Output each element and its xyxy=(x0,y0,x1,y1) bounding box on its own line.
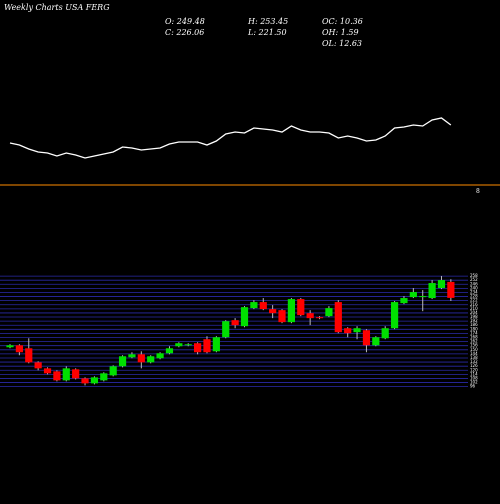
candle-body xyxy=(15,345,23,353)
candle-body xyxy=(334,302,342,333)
candle-body xyxy=(297,299,305,316)
y-tick-label: 174 xyxy=(470,330,478,335)
stat: H: 253.45 xyxy=(247,17,288,26)
candle-body xyxy=(222,321,230,338)
candle-body xyxy=(72,369,80,379)
y-tick-label: 138 xyxy=(470,355,478,360)
candle-body xyxy=(137,354,145,363)
chart-title: Weekly Charts USA FERG xyxy=(4,3,110,12)
stat: C: 226.06 xyxy=(165,28,204,37)
candle-body xyxy=(381,328,389,339)
stat: L: 221.50 xyxy=(247,28,287,37)
y-tick-label: 132 xyxy=(470,359,478,364)
y-tick-label: 198 xyxy=(470,314,478,319)
candle-body xyxy=(250,302,258,309)
candle-body xyxy=(231,320,239,326)
y-tick-label: 216 xyxy=(470,302,478,307)
candle-body xyxy=(325,308,333,317)
y-tick-label: 144 xyxy=(470,351,478,356)
y-tick-label: 204 xyxy=(470,310,478,315)
candle-body xyxy=(353,328,361,333)
candle-body xyxy=(419,296,427,298)
candle-body xyxy=(34,362,42,369)
candle-body xyxy=(306,313,314,319)
candle-body xyxy=(259,302,267,310)
y-tick-label: 228 xyxy=(470,294,478,299)
candle-body xyxy=(128,354,136,358)
indicator-line xyxy=(9,117,452,159)
candle-body xyxy=(437,280,446,289)
y-tick-label: 252 xyxy=(470,277,478,282)
y-tick-label: 150 xyxy=(470,347,478,352)
candle-body xyxy=(287,299,295,323)
candle-body xyxy=(165,348,174,354)
candle-body xyxy=(409,292,417,298)
candle-body xyxy=(278,310,286,323)
y-tick-label: 258 xyxy=(470,273,478,278)
candle-body xyxy=(315,317,324,319)
candle-body xyxy=(53,371,61,381)
candle-body xyxy=(212,337,220,352)
candle-body xyxy=(100,373,108,381)
candle-body xyxy=(118,356,127,367)
candle-body xyxy=(240,307,249,327)
candle-body xyxy=(25,348,33,363)
candle-body xyxy=(428,283,436,299)
y-tick-label: 108 xyxy=(470,375,478,380)
candle-body xyxy=(400,298,408,304)
y-tick-label: 222 xyxy=(470,298,478,303)
y-tick-label: 240 xyxy=(470,285,478,290)
y-tick-label: 192 xyxy=(470,318,478,323)
candle-body xyxy=(90,377,99,384)
stat: O: 249.48 xyxy=(165,17,205,26)
candle-body xyxy=(156,353,164,359)
candle-body xyxy=(362,330,371,346)
y-tick-label: 186 xyxy=(470,322,478,327)
stat: OC: 10.36 xyxy=(322,17,363,26)
y-tick-label: 120 xyxy=(470,367,478,372)
y-tick-label: 180 xyxy=(470,326,478,331)
reference-label: 8 xyxy=(476,188,480,195)
candle-body xyxy=(43,368,52,374)
y-tick-label: 246 xyxy=(470,281,478,286)
candle-body xyxy=(390,302,399,329)
candle-body xyxy=(447,281,455,298)
candle-body xyxy=(62,368,70,381)
candle-body xyxy=(81,378,89,384)
candle-body xyxy=(109,366,117,376)
y-tick-label: 162 xyxy=(470,339,478,344)
y-tick-label: 210 xyxy=(470,306,478,311)
y-tick-label: 168 xyxy=(470,335,478,340)
candle-body xyxy=(269,309,277,314)
y-tick-label: 114 xyxy=(470,371,478,376)
y-tick-label: 156 xyxy=(470,343,478,348)
candle-body xyxy=(6,345,14,348)
candle-body xyxy=(175,343,183,347)
stat: OL: 12.63 xyxy=(322,39,362,48)
candle-body xyxy=(184,344,192,346)
y-tick-label: 126 xyxy=(470,363,478,368)
candle-body xyxy=(203,339,211,353)
y-tick-label: 102 xyxy=(470,380,478,385)
y-tick-label: 234 xyxy=(470,289,478,294)
y-tick-label: 96 xyxy=(470,384,476,389)
candle-body xyxy=(372,337,380,346)
stat: OH: 1.59 xyxy=(322,28,359,37)
candle-body xyxy=(194,343,202,353)
candle-body xyxy=(344,328,352,334)
candle-body xyxy=(147,356,155,363)
